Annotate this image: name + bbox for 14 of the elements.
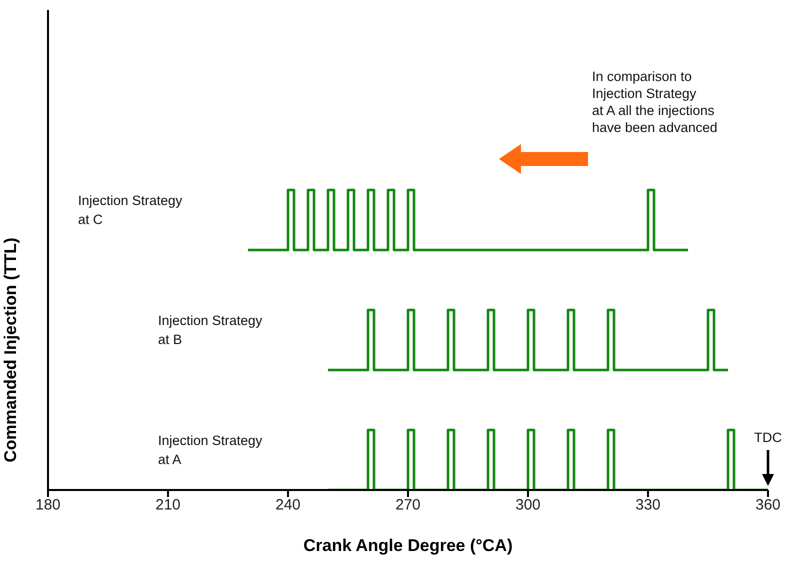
text: In comparison to Injection Strategy at A all the injections have been advanced [592, 68, 718, 136]
annotation: Injection Strategy at C [78, 192, 182, 229]
x-tick-label: 360 [755, 496, 781, 514]
annotation: TDC [753, 430, 783, 445]
x-tick-label: 300 [515, 496, 541, 514]
x-tick-label: 240 [275, 496, 301, 514]
x-axis-title: Crank Angle Degree (°CA) [303, 536, 513, 555]
x-tick-label: 180 [35, 496, 61, 514]
x-tick-label: 330 [635, 496, 661, 514]
x-tick-label: 270 [395, 496, 421, 514]
annotation: Injection Strategy at B [158, 312, 262, 349]
x-tick-label: 210 [155, 496, 181, 514]
annotation: Injection Strategy at A [158, 432, 262, 469]
y-axis-title: Commanded Injection (TTL) [1, 238, 20, 462]
